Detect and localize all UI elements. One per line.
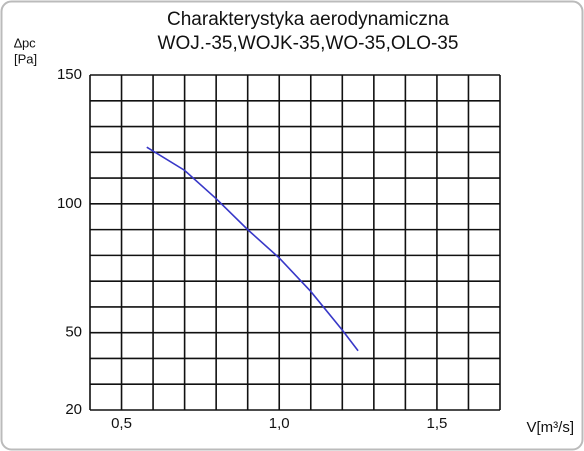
curve xyxy=(146,146,359,352)
x-tick-label: 0,5 xyxy=(111,415,132,432)
y-tick-label: 100 xyxy=(57,195,82,212)
y-tick-label: 20 xyxy=(65,401,82,418)
chart-subtitle: WOJ.-35,WOJK-35,WO-35,OLO-35 xyxy=(158,33,459,54)
x-tick-label: 1,5 xyxy=(426,415,447,432)
y-axis-label: ∆pc xyxy=(14,35,36,50)
x-tick-label: 1,0 xyxy=(269,415,290,432)
x-axis-label: V[m³/s] xyxy=(527,419,575,436)
y-tick-label: 150 xyxy=(57,66,82,83)
chart-title: Charakterystyka aerodynamiczna xyxy=(167,9,449,30)
y-axis-label: [Pa] xyxy=(14,51,37,66)
y-tick-label: 50 xyxy=(65,324,82,341)
